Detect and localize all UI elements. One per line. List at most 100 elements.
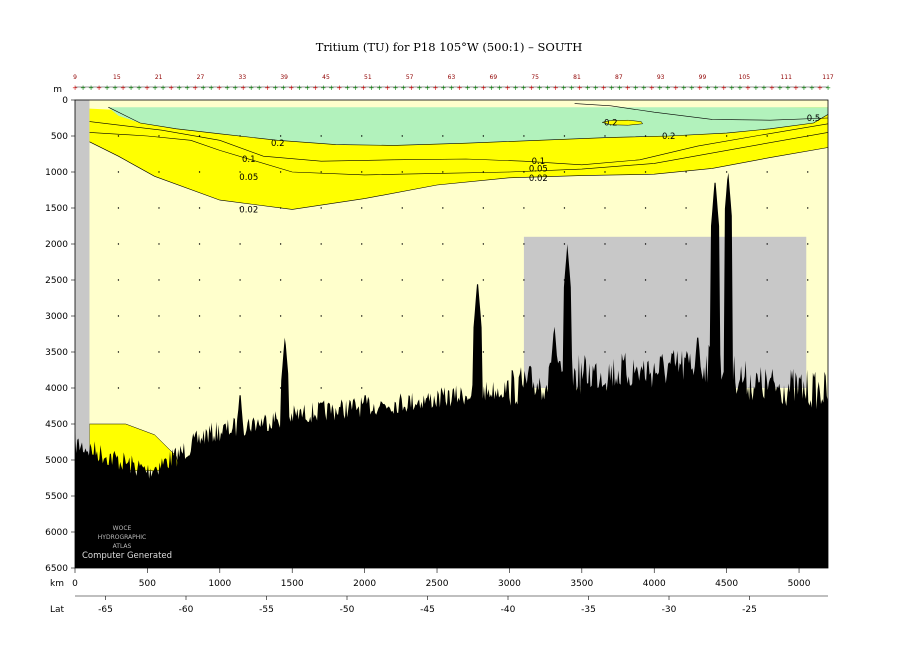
station-number: 51 xyxy=(364,74,372,81)
station-marker: + xyxy=(80,84,86,92)
contour-0-1 xyxy=(89,121,829,166)
station-marker: + xyxy=(785,84,791,92)
sample-dot xyxy=(279,207,282,209)
contour-label: 0.05 xyxy=(529,164,548,174)
x-tick-label: 1500 xyxy=(281,579,304,589)
sample-dot xyxy=(442,207,444,209)
sample-dot xyxy=(279,315,282,317)
sample-dot xyxy=(523,207,525,209)
sample-dot xyxy=(563,315,566,317)
svg-text:0.1: 0.1 xyxy=(532,157,546,167)
sample-dot xyxy=(361,315,363,317)
sample-dot xyxy=(239,207,241,209)
lat-tick-label: -60 xyxy=(179,605,194,615)
y-tick-label: 1000 xyxy=(45,168,68,178)
sample-dot xyxy=(482,351,485,353)
sample-dot xyxy=(725,351,728,353)
station-marker: + xyxy=(384,84,390,92)
contour-0-5 xyxy=(574,103,829,121)
sample-dot xyxy=(563,243,566,245)
sample-dot xyxy=(198,135,201,137)
sample-dot xyxy=(563,171,566,173)
station-marker: + xyxy=(296,84,302,92)
sample-dot xyxy=(644,315,647,317)
y-tick-label: 3000 xyxy=(45,312,68,322)
sample-dot xyxy=(401,171,403,173)
station-number: 81 xyxy=(573,74,581,81)
station-marker: + xyxy=(721,84,727,92)
station-number: 93 xyxy=(657,74,665,81)
sample-dot xyxy=(685,315,687,317)
station-marker: + xyxy=(400,84,406,92)
station-marker: + xyxy=(312,84,318,92)
sample-dot xyxy=(198,243,201,245)
station-marker: + xyxy=(360,84,366,92)
y-unit-label: m xyxy=(53,85,62,95)
station-number: 69 xyxy=(490,74,498,81)
station-number: 45 xyxy=(322,74,330,81)
sample-dot xyxy=(807,279,809,281)
station-marker: + xyxy=(336,84,342,92)
sample-dot xyxy=(604,243,606,245)
lat-tick-label: -25 xyxy=(742,605,757,615)
sample-dot xyxy=(482,207,485,209)
station-marker: + xyxy=(120,84,126,92)
plot-frame xyxy=(74,99,829,569)
station-marker: + xyxy=(88,84,94,92)
station-number: 117 xyxy=(822,74,834,81)
sample-dot xyxy=(279,171,282,173)
sample-dot xyxy=(198,279,201,281)
x-tick-label: 2000 xyxy=(353,579,376,589)
station-marker: + xyxy=(729,84,735,92)
sample-dot xyxy=(320,387,322,389)
station-marker: + xyxy=(681,84,687,92)
station-marker: + xyxy=(673,84,679,92)
svg-text:0.05: 0.05 xyxy=(239,173,258,183)
sample-dot xyxy=(320,243,322,245)
sample-dot xyxy=(442,171,444,173)
x-tick-label: 3000 xyxy=(498,579,521,589)
station-marker: + xyxy=(112,84,118,92)
sample-dot xyxy=(361,207,363,209)
svg-text:0.05: 0.05 xyxy=(529,164,548,174)
station-marker: + xyxy=(809,84,815,92)
sample-dot xyxy=(807,207,809,209)
station-marker: + xyxy=(601,84,607,92)
station-number: 75 xyxy=(531,74,539,81)
sample-dot xyxy=(442,351,444,353)
sample-dot xyxy=(320,207,322,209)
sample-dot xyxy=(807,135,809,137)
sample-dot xyxy=(644,171,647,173)
x-tick-label: 0 xyxy=(72,579,78,589)
sample-dot xyxy=(198,171,201,173)
station-marker: + xyxy=(465,84,471,92)
station-marker: + xyxy=(433,84,439,92)
chart-title: Tritium (TU) for P18 105°W (500:1) – SOU… xyxy=(316,40,583,54)
station-marker: + xyxy=(224,84,230,92)
station-marker: + xyxy=(392,84,398,92)
sample-dot xyxy=(563,207,566,209)
sample-dot xyxy=(442,315,444,317)
station-marker: + xyxy=(208,84,214,92)
sample-dot xyxy=(685,207,687,209)
station-marker: + xyxy=(593,84,599,92)
contour-label: 0.2 xyxy=(271,139,285,149)
station-marker: + xyxy=(473,84,479,92)
sample-dot xyxy=(117,387,120,389)
station-marker: + xyxy=(513,84,519,92)
sample-dot xyxy=(401,351,403,353)
contour-label: 0.1 xyxy=(532,157,546,167)
y-tick-label: 4000 xyxy=(45,384,68,394)
station-markers: + + + + + + + + + + + + + + + + + + + + + + + + + + + + + + + + + + + + + + + +… xyxy=(72,74,834,92)
sample-dot xyxy=(279,387,282,389)
sample-dot xyxy=(482,243,485,245)
sample-dot xyxy=(725,279,728,281)
svg-text:0.5: 0.5 xyxy=(807,114,821,124)
station-marker: + xyxy=(641,84,647,92)
sample-dot xyxy=(644,279,647,281)
watermark-line-3: ATLAS xyxy=(113,543,132,550)
station-number: 39 xyxy=(280,74,288,81)
station-number: 99 xyxy=(699,74,707,81)
station-marker: + xyxy=(777,84,783,92)
